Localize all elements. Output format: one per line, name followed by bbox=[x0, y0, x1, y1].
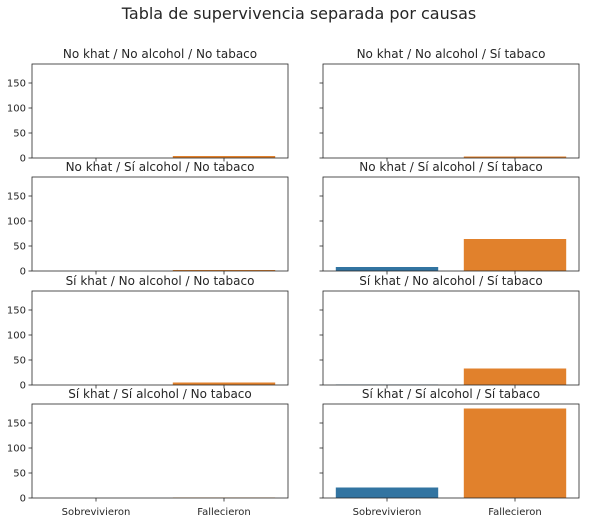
bar-fallecieron bbox=[172, 156, 276, 158]
axes-frame bbox=[31, 403, 289, 499]
subplot-2: No khat / No alcohol / Sí tabaco bbox=[319, 47, 580, 162]
axes-frame bbox=[31, 176, 289, 272]
y-tick-label: 150 bbox=[7, 192, 26, 203]
subplot-title: No khat / No alcohol / No tabaco bbox=[63, 47, 257, 61]
subplot-1: No khat / No alcohol / No tabaco 0 50 100 15… bbox=[7, 47, 289, 165]
subplot-title: No khat / Sí alcohol / Sí tabaco bbox=[359, 160, 543, 174]
x-tick-label: Fallecieron bbox=[197, 507, 250, 518]
bar-fallecieron bbox=[463, 156, 567, 158]
subplot-3: No khat / Sí alcohol / No tabaco 0 50 100 15… bbox=[7, 160, 289, 278]
bar-fallecieron bbox=[463, 368, 567, 385]
subplot-6: Sí khat / No alcohol / Sí tabaco bbox=[319, 274, 580, 389]
subplot-5: Sí khat / No alcohol / No tabaco 0 50 100 15… bbox=[7, 274, 289, 392]
y-tick-label: 0 bbox=[20, 267, 26, 278]
bar-fallecieron bbox=[172, 382, 276, 385]
axes-frame bbox=[31, 63, 289, 159]
y-tick-label: 50 bbox=[13, 129, 26, 140]
y-tick-label: 150 bbox=[7, 419, 26, 430]
subplot-title: Sí khat / No alcohol / No tabaco bbox=[66, 274, 255, 288]
bar-fallecieron bbox=[463, 408, 567, 498]
y-tick-label: 100 bbox=[7, 104, 26, 115]
x-tick-label: Sobrevivieron bbox=[62, 507, 131, 518]
y-tick-label: 50 bbox=[13, 469, 26, 480]
subplot-title: Sí khat / No alcohol / Sí tabaco bbox=[359, 274, 543, 288]
axes-frame bbox=[322, 176, 580, 272]
bar-sobrevivieron bbox=[335, 267, 439, 271]
x-tick-label: Fallecieron bbox=[488, 507, 541, 518]
y-tick-label: 150 bbox=[7, 306, 26, 317]
y-tick-label: 100 bbox=[7, 444, 26, 455]
y-tick-label: 0 bbox=[20, 381, 26, 392]
y-tick-label: 50 bbox=[13, 242, 26, 253]
axes-frame bbox=[322, 290, 580, 386]
y-tick-label: 0 bbox=[20, 154, 26, 165]
y-tick-label: 100 bbox=[7, 217, 26, 228]
subplot-7: Sí khat / Sí alcohol / No tabaco 0 50 100 15… bbox=[7, 387, 289, 518]
subplot-8: Sí khat / Sí alcohol / Sí tabaco Sobreviv… bbox=[319, 387, 580, 518]
subplot-title: Sí khat / Sí alcohol / No tabaco bbox=[68, 387, 252, 401]
x-tick-label: Sobrevivieron bbox=[353, 507, 422, 518]
subplot-title: Sí khat / Sí alcohol / Sí tabaco bbox=[362, 387, 540, 401]
figure-title: Tabla de supervivencia separada por caus… bbox=[121, 4, 477, 23]
subplot-title: No khat / No alcohol / Sí tabaco bbox=[357, 47, 546, 61]
y-tick-label: 150 bbox=[7, 79, 26, 90]
subplot-4: No khat / Sí alcohol / Sí tabaco bbox=[319, 160, 580, 275]
bar-fallecieron bbox=[172, 270, 276, 271]
y-tick-label: 100 bbox=[7, 331, 26, 342]
bar-fallecieron bbox=[463, 239, 567, 271]
axes-frame bbox=[322, 63, 580, 159]
subplot-title: No khat / Sí alcohol / No tabaco bbox=[66, 160, 255, 174]
y-tick-label: 50 bbox=[13, 356, 26, 367]
y-tick-label: 0 bbox=[20, 494, 26, 505]
axes-frame bbox=[322, 403, 580, 499]
bar-sobrevivieron bbox=[335, 487, 439, 498]
axes-frame bbox=[31, 290, 289, 386]
